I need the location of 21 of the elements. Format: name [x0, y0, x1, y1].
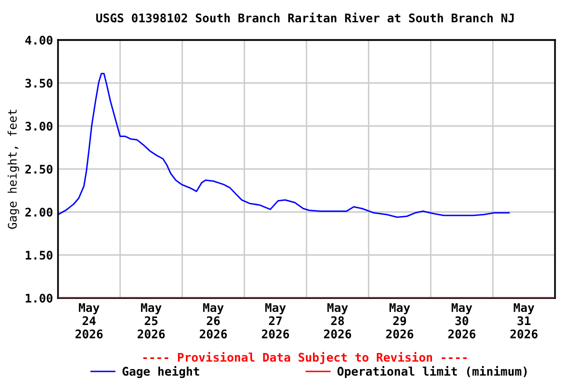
x-tick-label: May 27 2026: [262, 303, 290, 338]
y-tick-label: 3.50: [25, 78, 52, 88]
y-tick-label: 3.00: [25, 122, 52, 131]
y-tick-label: 2.00: [25, 208, 52, 217]
text: ---- Provisional Data Subject to Revision ----: [143, 352, 467, 364]
x-tick-label: May 25 2026: [138, 303, 165, 338]
y-axis-title: Gage height, feet: [8, 110, 20, 229]
x-tick-label: May 29 2026: [386, 303, 414, 338]
x-tick-label: May 24 2026: [76, 303, 103, 338]
y-tick-label: 1.50: [26, 250, 52, 260]
x-tick-label: May 30 2026: [448, 303, 476, 338]
legend-label: Operational limit (minimum): [337, 366, 527, 378]
x-tick-label: May 28 2026: [324, 303, 352, 338]
line-series: [58, 72, 510, 218]
x-tick-label: May 26 2026: [200, 303, 227, 338]
chart-title: USGS 01398102 South Branch Raritan River at South Branch NJ: [96, 12, 514, 22]
legend-label: Gage height: [122, 366, 200, 378]
y-tick-label: 1.00: [26, 294, 52, 303]
y-tick-label: 2.50: [25, 164, 52, 174]
x-tick-label: May 31 2026: [510, 303, 538, 338]
y-tick-label: 4.00: [25, 36, 52, 45]
